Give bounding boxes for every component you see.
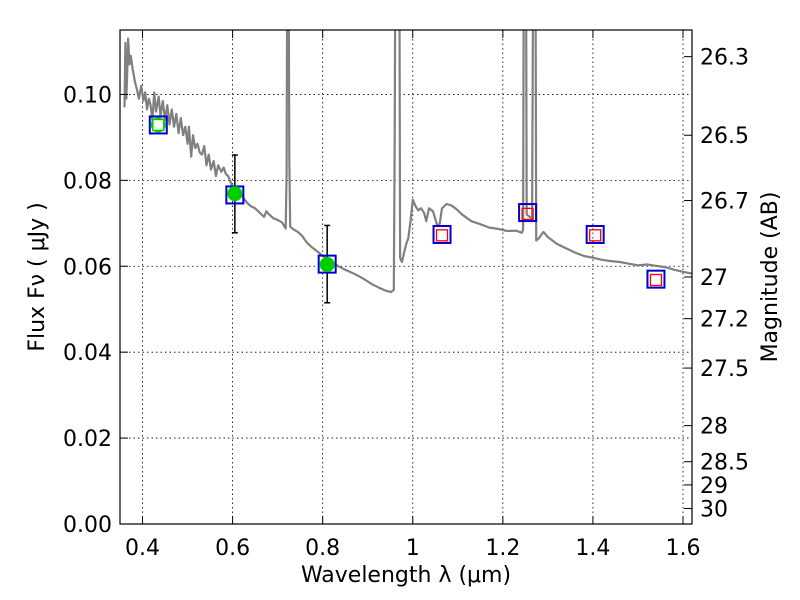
axis-ticks: 0.4 0.6 0.8 1 1.2 1.4 1.6 0.00 0.02 0.04 0.06 0.08 0… <box>63 30 749 561</box>
non-detection-point <box>649 273 663 287</box>
model-photometry-point <box>148 115 168 135</box>
plot-background <box>120 30 692 524</box>
magnitude-tick-label: 26.3 <box>700 46 749 71</box>
y-tick-label: 0.08 <box>63 169 112 194</box>
x-axis-label: Wavelength λ (μm) <box>301 563 511 588</box>
detection-inner-square <box>152 118 165 132</box>
y-tick-label: 0.00 <box>63 513 112 538</box>
magnitude-tick-label: 27.2 <box>700 308 749 333</box>
model-photometry-point <box>646 269 666 289</box>
right-axis-label: Magnitude (AB) <box>758 192 783 363</box>
magnitude-tick-label: 28.5 <box>700 451 749 476</box>
y-tick-label: 0.04 <box>63 341 112 366</box>
magnitude-tick-label: 26.7 <box>700 190 749 215</box>
model-photometry-point <box>585 224 605 244</box>
y-axis-label: Flux Fν ( μJy ) <box>25 202 50 351</box>
non-detection-point <box>589 229 602 242</box>
magnitude-tick-label: 28 <box>700 415 728 440</box>
model-photometry-point <box>518 203 538 223</box>
magnitude-tick-label: 29 <box>700 474 728 499</box>
magnitude-tick-label: 26.5 <box>700 124 749 149</box>
x-tick-label: 1 <box>406 536 420 561</box>
plot-area <box>123 30 692 304</box>
model-photometry-point <box>432 224 452 244</box>
x-tick-label: 1.4 <box>575 536 610 561</box>
y-tick-label: 0.06 <box>63 255 112 280</box>
magnitude-tick-label: 30 <box>700 498 728 523</box>
x-tick-label: 0.6 <box>215 536 250 561</box>
detection-point <box>227 186 243 202</box>
model-photometry-point <box>317 254 337 274</box>
non-detection-point <box>435 229 449 242</box>
x-tick-label: 0.8 <box>305 536 340 561</box>
magnitude-tick-label: 27.5 <box>700 357 749 382</box>
magnitude-tick-label: 27 <box>700 266 728 291</box>
x-tick-label: 1.2 <box>485 536 520 561</box>
spectrum-line <box>123 30 692 294</box>
y-tick-label: 0.02 <box>63 427 112 452</box>
detection-point <box>319 257 335 273</box>
x-tick-label: 0.4 <box>125 536 160 561</box>
x-tick-label: 1.6 <box>665 536 700 561</box>
non-detection-point <box>521 207 534 221</box>
y-tick-label: 0.10 <box>63 83 112 108</box>
